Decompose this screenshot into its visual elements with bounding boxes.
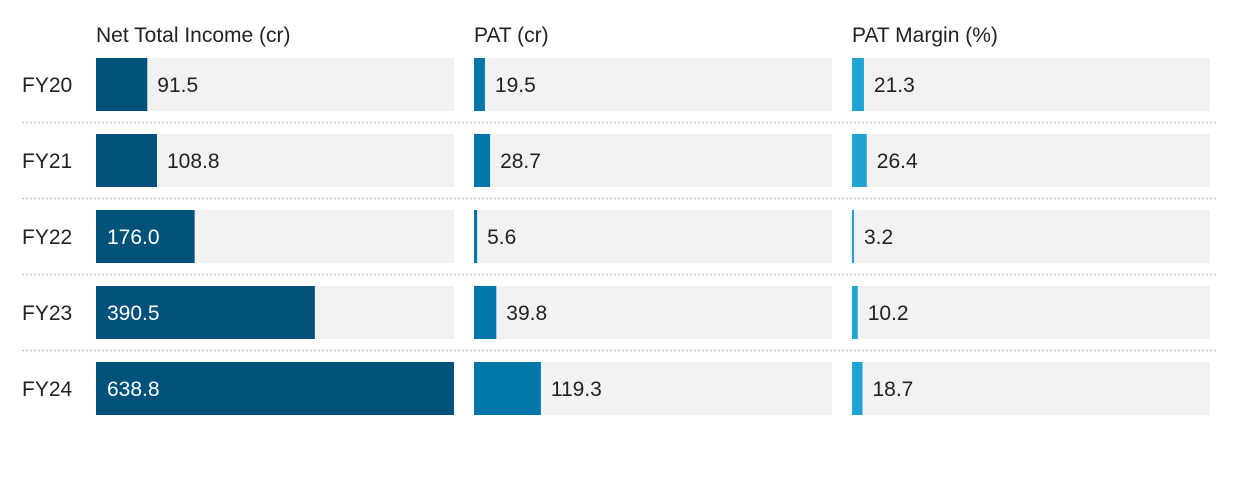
bar-track	[852, 362, 1210, 415]
category-label: FY20	[22, 74, 72, 97]
column-title: Net Total Income (cr)	[96, 24, 291, 47]
bar	[474, 362, 541, 415]
data-label: 21.3	[874, 74, 915, 97]
data-label: 91.5	[157, 74, 198, 97]
category-label: FY22	[22, 226, 72, 249]
data-label: 108.8	[167, 150, 220, 173]
column-title: PAT Margin (%)	[852, 24, 998, 47]
data-label: 28.7	[500, 150, 541, 173]
bar	[474, 286, 497, 339]
bar	[852, 58, 864, 111]
bar	[96, 362, 454, 415]
bar	[96, 58, 148, 111]
category-label: FY24	[22, 378, 73, 401]
bar-track	[474, 286, 832, 339]
bar	[852, 362, 863, 415]
column-title: PAT (cr)	[474, 24, 549, 47]
bar	[474, 58, 485, 111]
bar	[474, 210, 478, 263]
bar	[852, 210, 854, 263]
data-label: 119.3	[551, 378, 602, 401]
bar	[474, 134, 491, 187]
bar-track	[852, 58, 1210, 111]
data-label: 638.8	[107, 378, 160, 401]
category-label: FY23	[22, 302, 72, 325]
category-label: FY21	[22, 150, 72, 173]
data-label: 390.5	[107, 302, 160, 325]
bar-track	[852, 286, 1210, 339]
data-label: 26.4	[877, 150, 918, 173]
data-label: 10.2	[868, 302, 909, 325]
bar-track	[474, 58, 832, 111]
bar-track	[474, 210, 832, 263]
bar-track	[852, 210, 1210, 263]
bar	[852, 286, 858, 339]
bar-track	[474, 134, 832, 187]
bar	[96, 286, 315, 339]
bar	[96, 210, 195, 263]
bar-track	[852, 134, 1210, 187]
data-label: 39.8	[506, 302, 547, 325]
bar	[96, 134, 157, 187]
data-label: 3.2	[864, 226, 893, 249]
data-label: 18.7	[872, 378, 913, 401]
data-label: 176.0	[107, 226, 160, 249]
bar-track	[96, 58, 454, 111]
data-label: 5.6	[487, 226, 516, 249]
bar	[852, 134, 867, 187]
data-label: 19.5	[495, 74, 536, 97]
